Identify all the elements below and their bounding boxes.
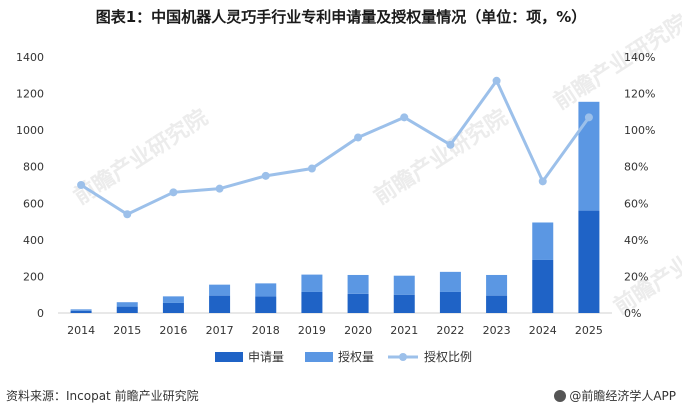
y-right-tick: 120% (624, 88, 655, 101)
brand-credit: @前瞻经济学人APP (554, 387, 676, 404)
y-left-tick: 600 (23, 197, 44, 210)
y-left-tick: 200 (23, 270, 44, 283)
x-tick-2022: 2022 (436, 324, 464, 337)
legend-item-grant: 授权量 (305, 349, 374, 364)
bar-apply-2018 (255, 296, 277, 313)
bar-grant-2020 (347, 274, 369, 294)
bar-grant-2024 (532, 222, 554, 260)
bar-grant-2023 (486, 274, 508, 296)
bar-apply-2022 (439, 291, 461, 313)
bar-apply-2017 (209, 295, 231, 313)
legend-label-grant: 授权量 (338, 349, 374, 364)
y-left-tick: 1000 (16, 124, 44, 137)
x-tick-2025: 2025 (575, 324, 603, 337)
x-tick-2019: 2019 (298, 324, 326, 337)
bar-apply-2021 (393, 294, 415, 313)
x-tick-2021: 2021 (390, 324, 418, 337)
x-tick-2024: 2024 (529, 324, 557, 337)
bar-grant-2022 (439, 271, 461, 292)
ratio-point-2024 (538, 177, 547, 186)
ratio-point-2025 (584, 113, 593, 122)
x-tick-2020: 2020 (344, 324, 372, 337)
y-right-tick: 80% (624, 161, 648, 174)
legend-label-ratio: 授权比例 (424, 349, 472, 364)
ratio-point-2015 (123, 210, 132, 219)
bar-grant-2018 (255, 283, 277, 297)
tick-labels: 0 200 400 600 800 1000 1200 1400 0% 20% 40% 60% 80% 1… (16, 51, 655, 337)
watermark-text: 前瞻产业研究院 (549, 9, 682, 115)
chart-title: 图表1：中国机器人灵巧手行业专利申请量及授权量情况（单位：项，%） (95, 8, 587, 26)
bar-grant-2015 (116, 302, 138, 307)
bar-apply-2020 (347, 293, 369, 313)
footer: 资料来源：Incopat 前瞻产业研究院 @前瞻经济学人APP (0, 387, 682, 407)
ratio-point-2023 (492, 76, 501, 85)
bar-grant-2016 (162, 296, 184, 303)
legend: 申请量 授权量 授权比例 (215, 349, 472, 364)
legend-marker-ratio (399, 353, 407, 361)
y-left-tick: 1200 (16, 88, 44, 101)
y-right-tick: 40% (624, 234, 648, 247)
x-tick-2017: 2017 (206, 324, 234, 337)
x-tick-2016: 2016 (159, 324, 187, 337)
bar-grant-2017 (209, 284, 231, 296)
ratio-line-path (80, 77, 591, 216)
ratio-line (77, 76, 593, 219)
bar-grant-2025 (578, 101, 600, 211)
source-note: 资料来源：Incopat 前瞻产业研究院 (6, 389, 199, 403)
x-tick-2015: 2015 (113, 324, 141, 337)
y-right-tick: 60% (624, 197, 648, 210)
ratio-point-2021 (400, 113, 409, 122)
y-right-tick: 0% (624, 307, 641, 320)
y-right-tick: 100% (624, 124, 655, 137)
ratio-point-2018 (261, 171, 270, 180)
ratio-point-2017 (215, 184, 224, 193)
bars (70, 101, 600, 313)
ratio-point-2019 (307, 164, 316, 173)
watermark-text: 前瞻产业研究院 (609, 214, 682, 320)
bar-grant-2021 (393, 275, 415, 295)
watermark-text: 前瞻产业研究院 (69, 104, 212, 210)
x-tick-2014: 2014 (67, 324, 95, 337)
bar-apply-2019 (301, 291, 323, 313)
bar-apply-2024 (532, 259, 554, 313)
bar-apply-2014 (70, 310, 92, 313)
y-left-tick: 0 (37, 307, 44, 320)
legend-item-apply: 申请量 (215, 350, 284, 364)
legend-swatch-grant (305, 352, 333, 362)
ratio-point-2016 (169, 188, 178, 197)
x-tick-2023: 2023 (483, 324, 511, 337)
legend-swatch-apply (215, 352, 243, 362)
bar-apply-2015 (116, 306, 138, 313)
y-right-tick: 140% (624, 51, 655, 64)
bar-apply-2016 (162, 302, 184, 313)
ratio-point-2020 (354, 133, 363, 142)
legend-item-ratio: 授权比例 (388, 349, 472, 364)
watermark-text: 前瞻产业研究院 (369, 104, 512, 210)
ratio-point-2022 (446, 140, 455, 149)
x-tick-2018: 2018 (252, 324, 280, 337)
bar-grant-2019 (301, 274, 323, 292)
brand-label: @前瞻经济学人APP (569, 389, 676, 403)
ratio-point-2014 (77, 181, 86, 189)
legend-label-apply: 申请量 (248, 350, 284, 364)
bar-apply-2025 (578, 210, 600, 313)
y-left-tick: 1400 (16, 51, 44, 64)
y-right-tick: 20% (624, 270, 648, 283)
y-left-tick: 800 (23, 161, 44, 174)
y-left-tick: 400 (23, 234, 44, 247)
bar-apply-2023 (486, 295, 508, 313)
brand-logo-icon (554, 390, 567, 402)
bar-grant-2014 (70, 309, 92, 311)
